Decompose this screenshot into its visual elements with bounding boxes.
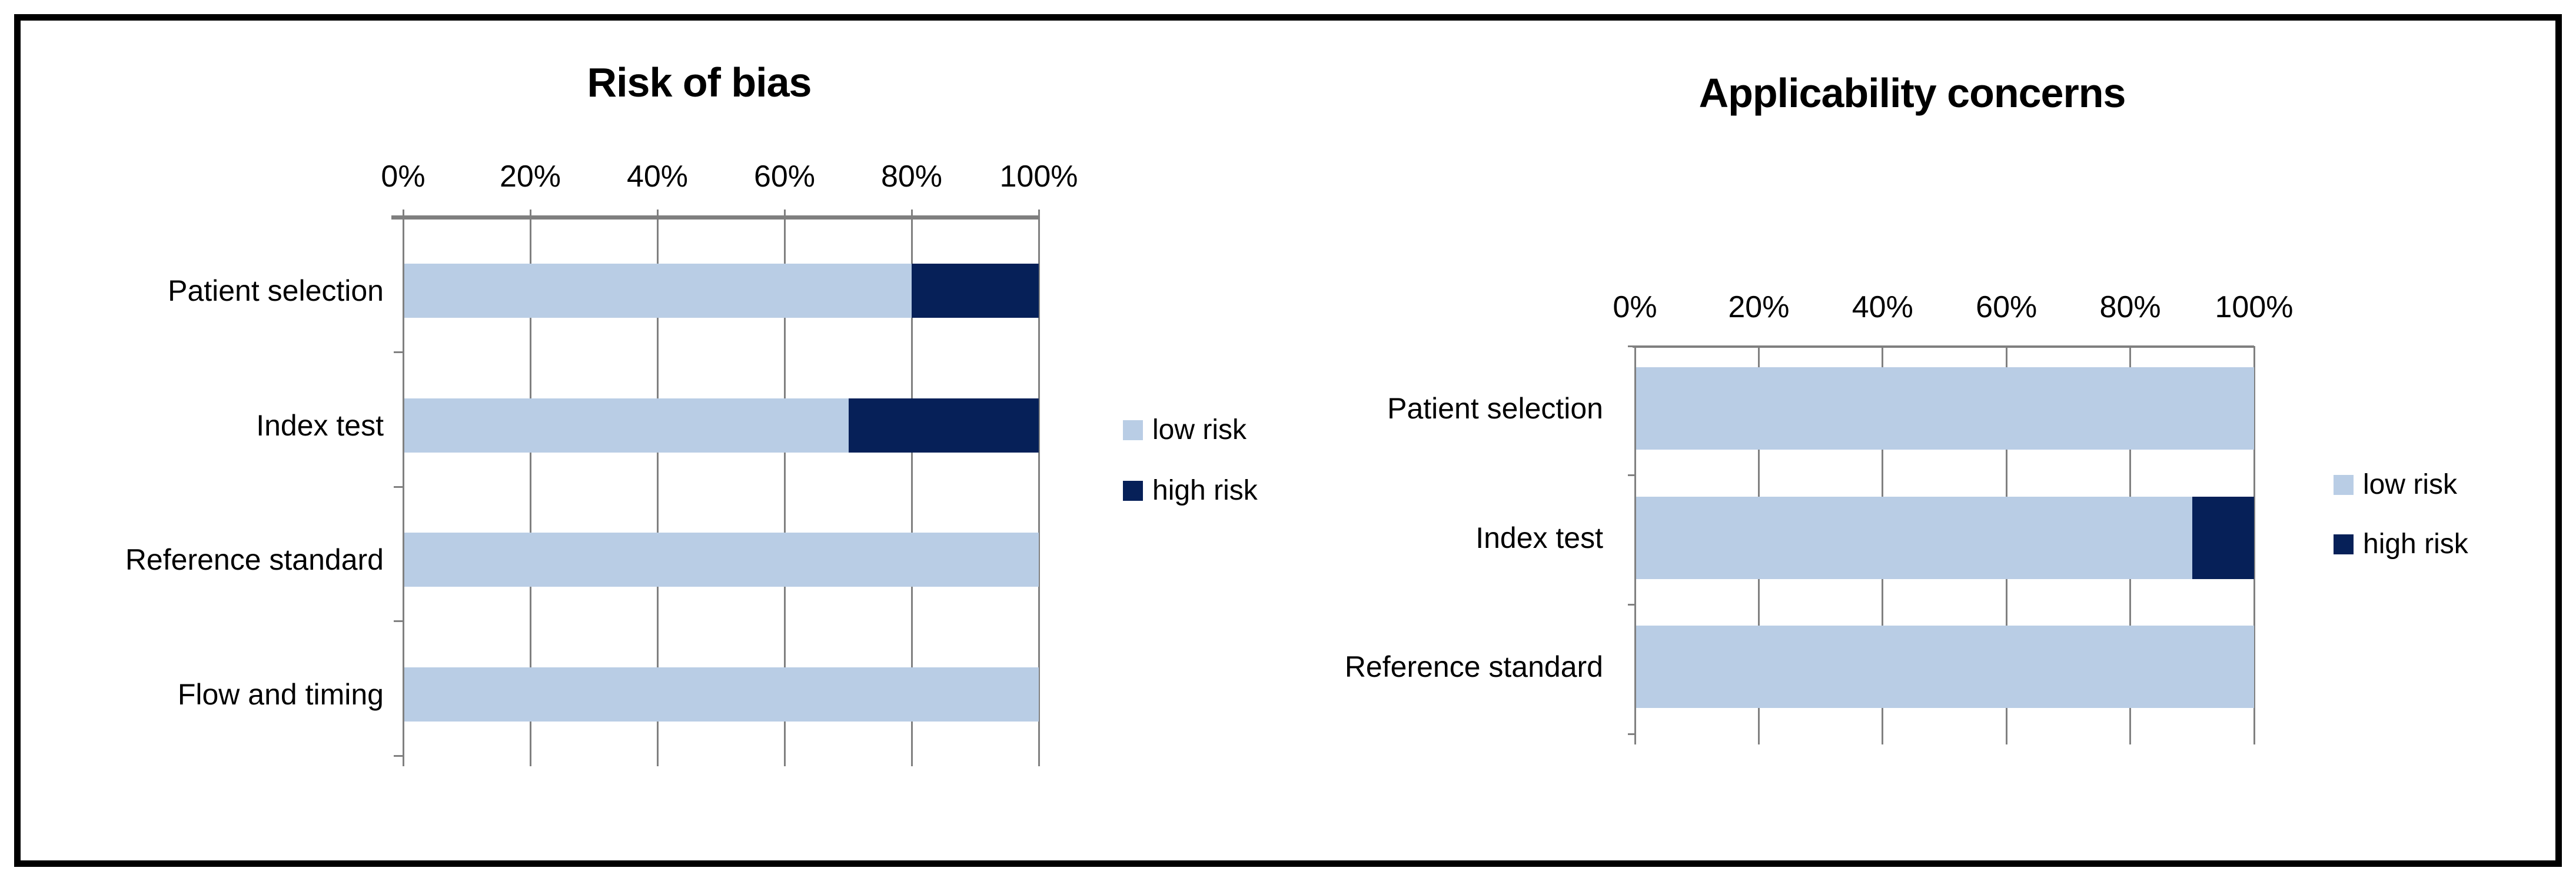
bar-segment-low-risk: [404, 533, 1039, 587]
category-axis-line: [402, 218, 404, 766]
x-tick-label: 60%: [1976, 290, 2037, 324]
bar-segment-low-risk: [404, 398, 849, 453]
x-tick-label: 40%: [626, 159, 689, 194]
low-risk-swatch: [1123, 420, 1143, 440]
category-label: Flow and timing: [177, 677, 384, 711]
legend-label: low risk: [2363, 469, 2458, 500]
category-axis-tick: [1628, 474, 1635, 477]
category-axis-tick: [394, 217, 403, 219]
legend-item-high-risk: high risk: [2334, 530, 2468, 558]
bar-segment-low-risk: [1636, 496, 2192, 579]
x-tick-label: 20%: [499, 159, 561, 194]
x-tick-label: 100%: [2215, 290, 2294, 324]
category-axis-tick: [394, 486, 403, 488]
axis-tick: [910, 756, 913, 766]
axis-tick: [783, 756, 786, 766]
category-label: Reference standard: [125, 543, 384, 577]
axis-tick: [1882, 734, 1884, 744]
category-label: Index test: [1475, 521, 1603, 554]
bar-segment-low-risk: [1636, 626, 2254, 709]
gridline: [2253, 346, 2255, 734]
bar-segment-low-risk: [404, 667, 1039, 722]
x-tick-label: 20%: [1728, 290, 1790, 324]
x-tick-label: 0%: [381, 159, 426, 194]
axis-tick: [2253, 734, 2255, 744]
category-label: Patient selection: [168, 274, 384, 308]
axis-tick: [1757, 734, 1760, 744]
axis-tick: [2005, 734, 2007, 744]
x-tick-label: 80%: [2099, 290, 2161, 324]
legend-item-low-risk: low risk: [1123, 416, 1247, 444]
x-tick-label: 0%: [1613, 290, 1657, 324]
low-risk-swatch: [2334, 475, 2354, 495]
category-axis-tick: [1628, 733, 1635, 735]
legend-item-high-risk: high risk: [1123, 477, 1258, 505]
legend-item-low-risk: low risk: [2334, 471, 2457, 499]
bar-segment-high-risk: [2192, 496, 2254, 579]
chart-title: Risk of bias: [587, 59, 812, 105]
x-tick-label: 40%: [1852, 290, 1913, 324]
x-tick-label: 80%: [880, 159, 943, 194]
category-axis-tick: [394, 754, 403, 757]
bar-segment-low-risk: [1636, 367, 2254, 450]
value-axis-line: [391, 215, 1039, 220]
gridline: [910, 210, 913, 756]
category-axis-tick: [394, 351, 403, 353]
gridline: [783, 210, 786, 756]
legend-label: high risk: [2363, 528, 2468, 560]
axis-tick: [656, 756, 659, 766]
high-risk-swatch: [2334, 534, 2354, 554]
bar-segment-high-risk: [912, 264, 1039, 318]
gridline: [1038, 210, 1040, 756]
legend-label: low risk: [1152, 414, 1247, 446]
category-label: Reference standard: [1344, 650, 1603, 684]
category-axis-line: [1634, 346, 1636, 744]
axis-tick: [529, 756, 531, 766]
category-axis-tick: [1628, 603, 1635, 606]
axis-tick: [1038, 756, 1040, 766]
axis-tick: [2129, 734, 2132, 744]
legend-label: high risk: [1152, 475, 1258, 506]
gridline: [529, 210, 531, 756]
gridline: [656, 210, 659, 756]
high-risk-swatch: [1123, 481, 1143, 501]
category-axis-tick: [1628, 345, 1635, 347]
chart-title: Applicability concerns: [1699, 70, 2126, 116]
value-axis-line: [1633, 345, 2254, 348]
category-label: Patient selection: [1387, 391, 1603, 425]
category-label: Index test: [256, 408, 384, 442]
bar-segment-low-risk: [404, 264, 912, 318]
bar-segment-high-risk: [848, 398, 1039, 453]
category-axis-tick: [394, 620, 403, 622]
x-tick-label: 100%: [999, 159, 1078, 194]
x-tick-label: 60%: [753, 159, 816, 194]
